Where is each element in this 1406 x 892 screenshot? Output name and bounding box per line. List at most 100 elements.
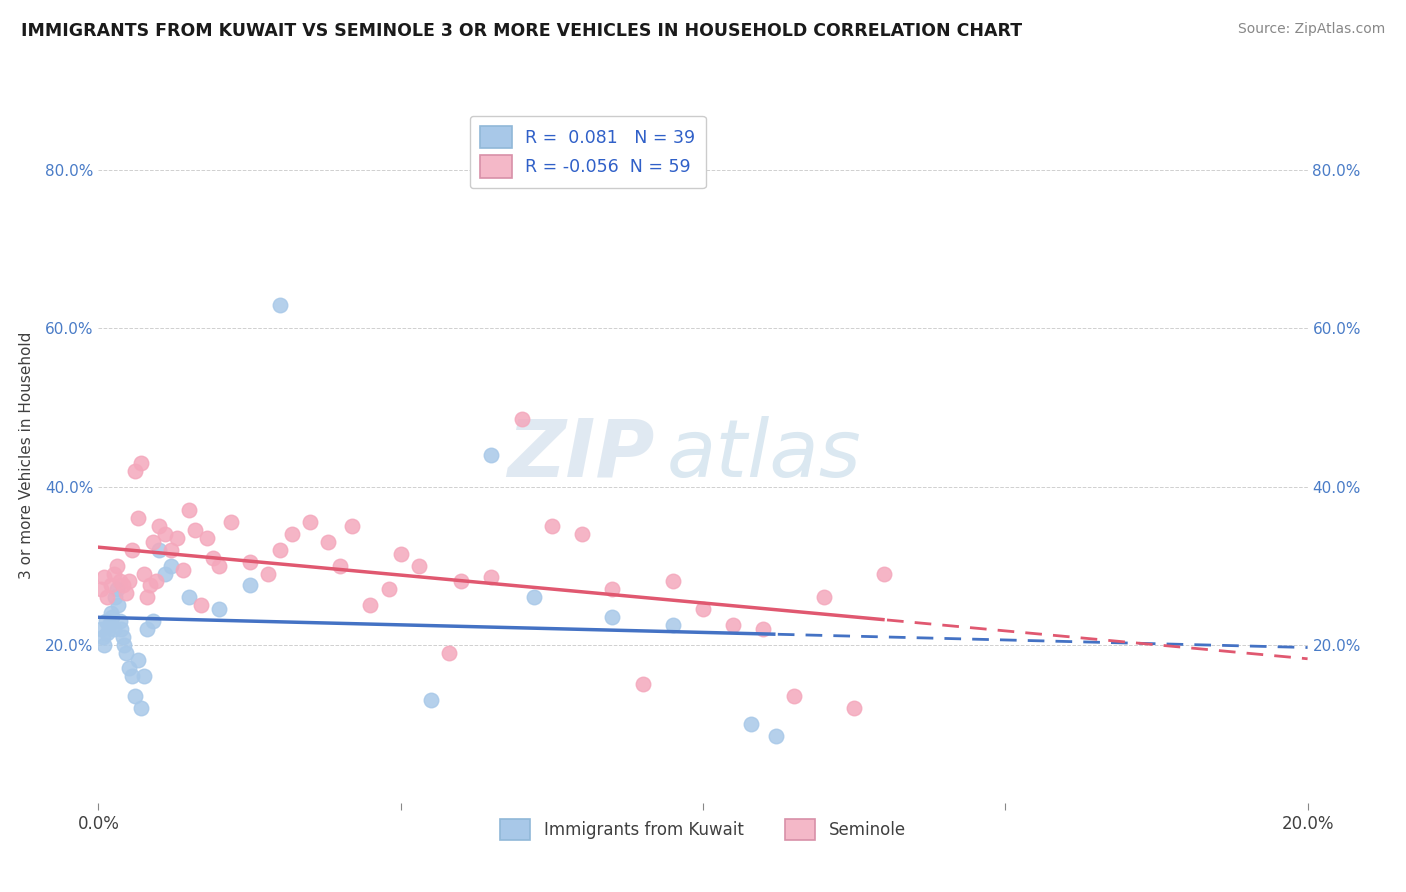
Point — [93, 638, 115, 652]
Point — [96, 591, 118, 605]
Point — [208, 558, 231, 573]
Point — [202, 550, 225, 565]
Y-axis label: 3 or more Vehicles in Household: 3 or more Vehicles in Household — [18, 331, 34, 579]
Point — [523, 591, 546, 605]
Point — [208, 602, 231, 616]
Point — [129, 456, 152, 470]
Point — [342, 519, 364, 533]
Point — [110, 622, 132, 636]
Point — [118, 661, 141, 675]
Point — [723, 618, 745, 632]
Point — [108, 614, 131, 628]
Point — [540, 519, 562, 533]
Point — [873, 566, 896, 581]
Point — [153, 527, 176, 541]
Point — [377, 582, 399, 597]
Point — [135, 591, 157, 605]
Point — [269, 542, 291, 557]
Point — [132, 669, 155, 683]
Point — [111, 578, 134, 592]
Point — [103, 622, 125, 636]
Text: IMMIGRANTS FROM KUWAIT VS SEMINOLE 3 OR MORE VEHICLES IN HOUSEHOLD CORRELATION C: IMMIGRANTS FROM KUWAIT VS SEMINOLE 3 OR … — [21, 22, 1022, 40]
Point — [90, 582, 112, 597]
Point — [481, 448, 503, 462]
Point — [765, 729, 787, 743]
Point — [111, 630, 134, 644]
Point — [239, 555, 262, 569]
Point — [114, 586, 136, 600]
Point — [153, 566, 176, 581]
Point — [96, 625, 118, 640]
Point — [108, 574, 131, 589]
Point — [114, 646, 136, 660]
Text: ZIP: ZIP — [508, 416, 655, 494]
Point — [510, 412, 533, 426]
Point — [142, 614, 165, 628]
Point — [179, 591, 201, 605]
Point — [105, 558, 128, 573]
Point — [148, 542, 170, 557]
Point — [389, 547, 412, 561]
Point — [752, 622, 775, 636]
Point — [118, 574, 141, 589]
Point — [783, 689, 806, 703]
Point — [112, 638, 135, 652]
Point — [602, 610, 624, 624]
Point — [179, 503, 201, 517]
Point — [184, 523, 207, 537]
Point — [602, 582, 624, 597]
Point — [94, 614, 117, 628]
Point — [127, 653, 149, 667]
Point — [104, 591, 127, 605]
Point — [316, 534, 339, 549]
Point — [329, 558, 352, 573]
Point — [195, 531, 218, 545]
Point — [105, 582, 128, 597]
Point — [121, 542, 143, 557]
Point — [132, 566, 155, 581]
Point — [172, 563, 194, 577]
Point — [360, 598, 382, 612]
Point — [127, 511, 149, 525]
Point — [256, 566, 278, 581]
Point — [121, 669, 143, 683]
Point — [844, 701, 866, 715]
Text: atlas: atlas — [666, 416, 862, 494]
Point — [221, 515, 243, 529]
Point — [269, 298, 291, 312]
Point — [129, 701, 152, 715]
Legend: Immigrants from Kuwait, Seminole: Immigrants from Kuwait, Seminole — [494, 812, 912, 847]
Point — [420, 693, 443, 707]
Point — [103, 566, 125, 581]
Point — [124, 464, 146, 478]
Point — [813, 591, 835, 605]
Point — [481, 570, 503, 584]
Point — [93, 570, 115, 584]
Point — [631, 677, 654, 691]
Point — [299, 515, 322, 529]
Point — [450, 574, 472, 589]
Point — [142, 534, 165, 549]
Point — [124, 689, 146, 703]
Text: Source: ZipAtlas.com: Source: ZipAtlas.com — [1237, 22, 1385, 37]
Point — [437, 646, 460, 660]
Point — [100, 578, 122, 592]
Point — [135, 622, 157, 636]
Point — [160, 558, 183, 573]
Point — [190, 598, 212, 612]
Point — [90, 622, 112, 636]
Point — [145, 574, 167, 589]
Point — [91, 630, 114, 644]
Point — [139, 578, 162, 592]
Point — [281, 527, 304, 541]
Point — [100, 606, 122, 620]
Point — [107, 598, 129, 612]
Point — [239, 578, 262, 592]
Point — [661, 574, 683, 589]
Point — [408, 558, 430, 573]
Point — [160, 542, 183, 557]
Point — [692, 602, 714, 616]
Point — [100, 610, 122, 624]
Point — [98, 618, 121, 632]
Point — [571, 527, 593, 541]
